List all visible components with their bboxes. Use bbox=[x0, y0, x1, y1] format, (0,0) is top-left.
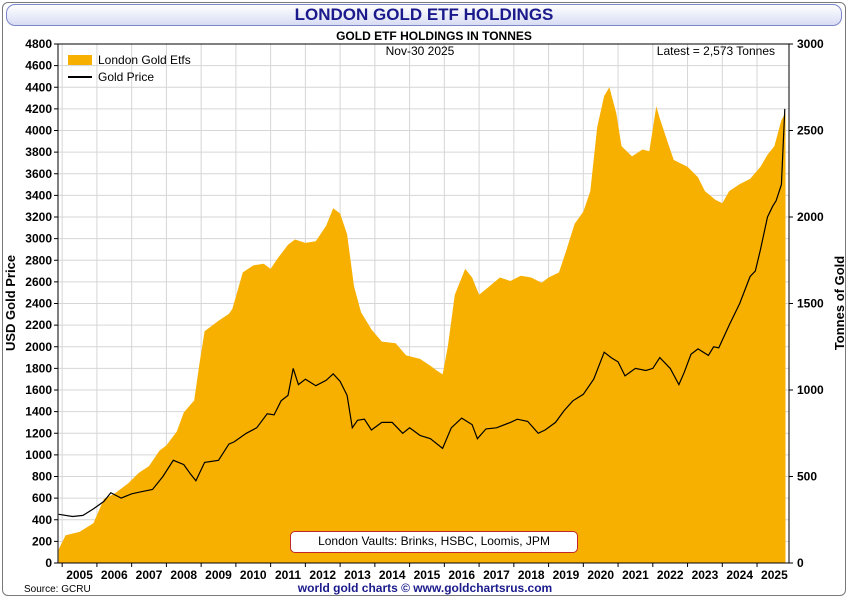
left-tick-label: 200 bbox=[32, 534, 52, 548]
right-axis-ticks: 0 500 1000 1500 2000 2500 3000 bbox=[789, 37, 824, 570]
x-tick-label: 2009 bbox=[205, 568, 232, 582]
x-tick-label: 2006 bbox=[101, 568, 128, 582]
left-tick-label: 0 bbox=[45, 556, 52, 570]
vault-note: London Vaults: Brinks, HSBC, Loomis, JPM bbox=[290, 531, 578, 553]
left-tick-label: 2200 bbox=[25, 318, 52, 332]
left-tick-label: 3600 bbox=[25, 167, 52, 181]
right-tick-label: 2000 bbox=[797, 210, 824, 224]
legend-label-price: Gold Price bbox=[98, 70, 154, 84]
date-label: Nov-30 2025 bbox=[386, 44, 455, 58]
x-tick-label: 2017 bbox=[483, 568, 510, 582]
x-tick-label: 2025 bbox=[761, 568, 788, 582]
x-tick-label: 2023 bbox=[692, 568, 719, 582]
left-tick-label: 3000 bbox=[25, 232, 52, 246]
etf-area bbox=[58, 87, 786, 564]
left-tick-label: 3400 bbox=[25, 188, 52, 202]
left-axis-ticks: 0 200 400 600 800 1000 1200 1400 1600 1800 2000 220… bbox=[25, 37, 58, 570]
left-tick-label: 3200 bbox=[25, 210, 52, 224]
legend-label-etf: London Gold Etfs bbox=[98, 53, 191, 67]
x-tick-label: 2016 bbox=[448, 568, 475, 582]
left-tick-label: 1400 bbox=[25, 405, 52, 419]
legend: London Gold Etfs Gold Price bbox=[68, 53, 191, 84]
left-tick-label: 4800 bbox=[25, 37, 52, 51]
right-tick-label: 1000 bbox=[797, 383, 824, 397]
x-tick-label: 2022 bbox=[657, 568, 684, 582]
x-tick-label: 2012 bbox=[309, 568, 336, 582]
left-tick-label: 1000 bbox=[25, 448, 52, 462]
left-tick-label: 2400 bbox=[25, 297, 52, 311]
left-tick-label: 4200 bbox=[25, 102, 52, 116]
latest-label: Latest = 2,573 Tonnes bbox=[657, 44, 775, 58]
x-tick-label: 2005 bbox=[66, 568, 93, 582]
left-tick-label: 1800 bbox=[25, 361, 52, 375]
left-axis-label: USD Gold Price bbox=[3, 255, 18, 351]
gold-price-line bbox=[58, 108, 786, 518]
source-label: Source: GCRU bbox=[24, 584, 91, 595]
right-tick-label: 3000 bbox=[797, 37, 824, 51]
x-tick-label: 2013 bbox=[344, 568, 371, 582]
x-tick-label: 2014 bbox=[379, 568, 406, 582]
right-axis-label: Tonnes of Gold bbox=[832, 256, 847, 350]
left-tick-label: 1600 bbox=[25, 383, 52, 397]
legend-swatch-etf bbox=[68, 55, 92, 65]
x-tick-label: 2020 bbox=[587, 568, 614, 582]
left-tick-label: 2000 bbox=[25, 340, 52, 354]
right-tick-label: 1500 bbox=[797, 297, 824, 311]
left-tick-label: 600 bbox=[32, 491, 52, 505]
footer-credit: world gold charts © www.goldchartsrus.co… bbox=[297, 581, 553, 595]
right-tick-label: 0 bbox=[797, 556, 804, 570]
page-title: LONDON GOLD ETF HOLDINGS bbox=[6, 4, 842, 26]
left-tick-label: 2600 bbox=[25, 275, 52, 289]
chart-subtitle: GOLD ETF HOLDINGS IN TONNES bbox=[336, 29, 532, 43]
left-tick-label: 800 bbox=[32, 470, 52, 484]
left-tick-label: 3800 bbox=[25, 145, 52, 159]
left-tick-label: 4000 bbox=[25, 124, 52, 138]
x-axis-ticks: 2005 2006 2007 2008 2009 2010 2011 2012 2013 2014… bbox=[61, 563, 788, 582]
x-tick-label: 2018 bbox=[518, 568, 545, 582]
x-tick-label: 2007 bbox=[136, 568, 163, 582]
x-tick-label: 2024 bbox=[726, 568, 753, 582]
left-tick-label: 400 bbox=[32, 513, 52, 527]
x-tick-label: 2011 bbox=[275, 568, 301, 582]
left-tick-label: 2800 bbox=[25, 253, 52, 267]
right-tick-label: 2500 bbox=[797, 124, 824, 138]
left-tick-label: 4400 bbox=[25, 80, 52, 94]
x-tick-label: 2015 bbox=[414, 568, 441, 582]
x-tick-label: 2021 bbox=[622, 568, 649, 582]
x-tick-label: 2008 bbox=[170, 568, 197, 582]
x-tick-label: 2010 bbox=[240, 568, 267, 582]
left-tick-label: 1200 bbox=[25, 426, 52, 440]
right-tick-label: 500 bbox=[797, 470, 817, 484]
left-tick-label: 4600 bbox=[25, 59, 52, 73]
x-tick-label: 2019 bbox=[553, 568, 580, 582]
